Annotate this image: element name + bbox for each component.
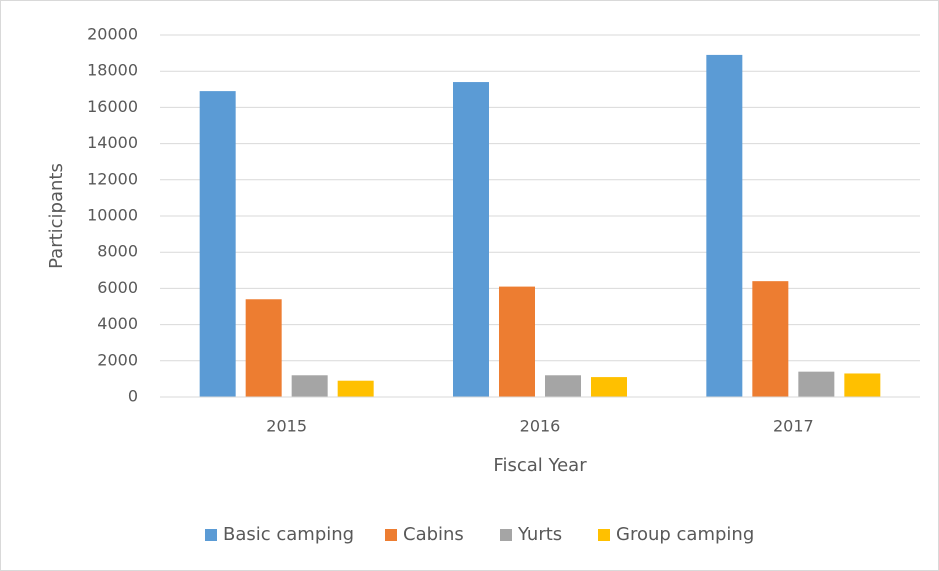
legend-label: Yurts bbox=[517, 524, 562, 545]
bar bbox=[844, 373, 881, 397]
legend-label: Group camping bbox=[616, 524, 754, 545]
bar bbox=[453, 82, 489, 397]
x-tick-label: 2015 bbox=[266, 417, 307, 436]
legend-swatch bbox=[205, 529, 217, 541]
bar bbox=[545, 375, 581, 397]
y-tick-label: 14000 bbox=[87, 133, 138, 152]
bar bbox=[591, 377, 627, 397]
x-tick-label: 2016 bbox=[520, 417, 561, 436]
legend-swatch bbox=[385, 529, 397, 541]
y-axis-title: Participants bbox=[46, 163, 67, 269]
y-tick-label: 8000 bbox=[97, 242, 138, 261]
y-tick-label: 2000 bbox=[97, 350, 138, 369]
bar bbox=[291, 375, 328, 397]
bar bbox=[245, 299, 282, 397]
y-tick-label: 0 bbox=[128, 387, 138, 406]
legend-label: Cabins bbox=[403, 524, 464, 545]
bar bbox=[499, 286, 535, 397]
bar bbox=[199, 91, 236, 398]
legend-swatch bbox=[598, 529, 610, 541]
bar bbox=[798, 371, 835, 397]
y-tick-label: 12000 bbox=[87, 169, 138, 188]
y-tick-label: 20000 bbox=[87, 25, 138, 44]
y-tick-label: 6000 bbox=[97, 278, 138, 297]
bar bbox=[752, 281, 789, 397]
bar bbox=[706, 54, 743, 397]
legend-label: Basic camping bbox=[223, 524, 354, 545]
y-tick-label: 16000 bbox=[87, 97, 138, 116]
y-tick-label: 4000 bbox=[97, 314, 138, 333]
x-tick-label: 2017 bbox=[773, 417, 814, 436]
x-axis-title: Fiscal Year bbox=[493, 455, 587, 476]
y-tick-label: 18000 bbox=[87, 61, 138, 80]
legend-swatch bbox=[500, 529, 512, 541]
bar bbox=[337, 380, 374, 397]
y-tick-label: 10000 bbox=[87, 206, 138, 225]
